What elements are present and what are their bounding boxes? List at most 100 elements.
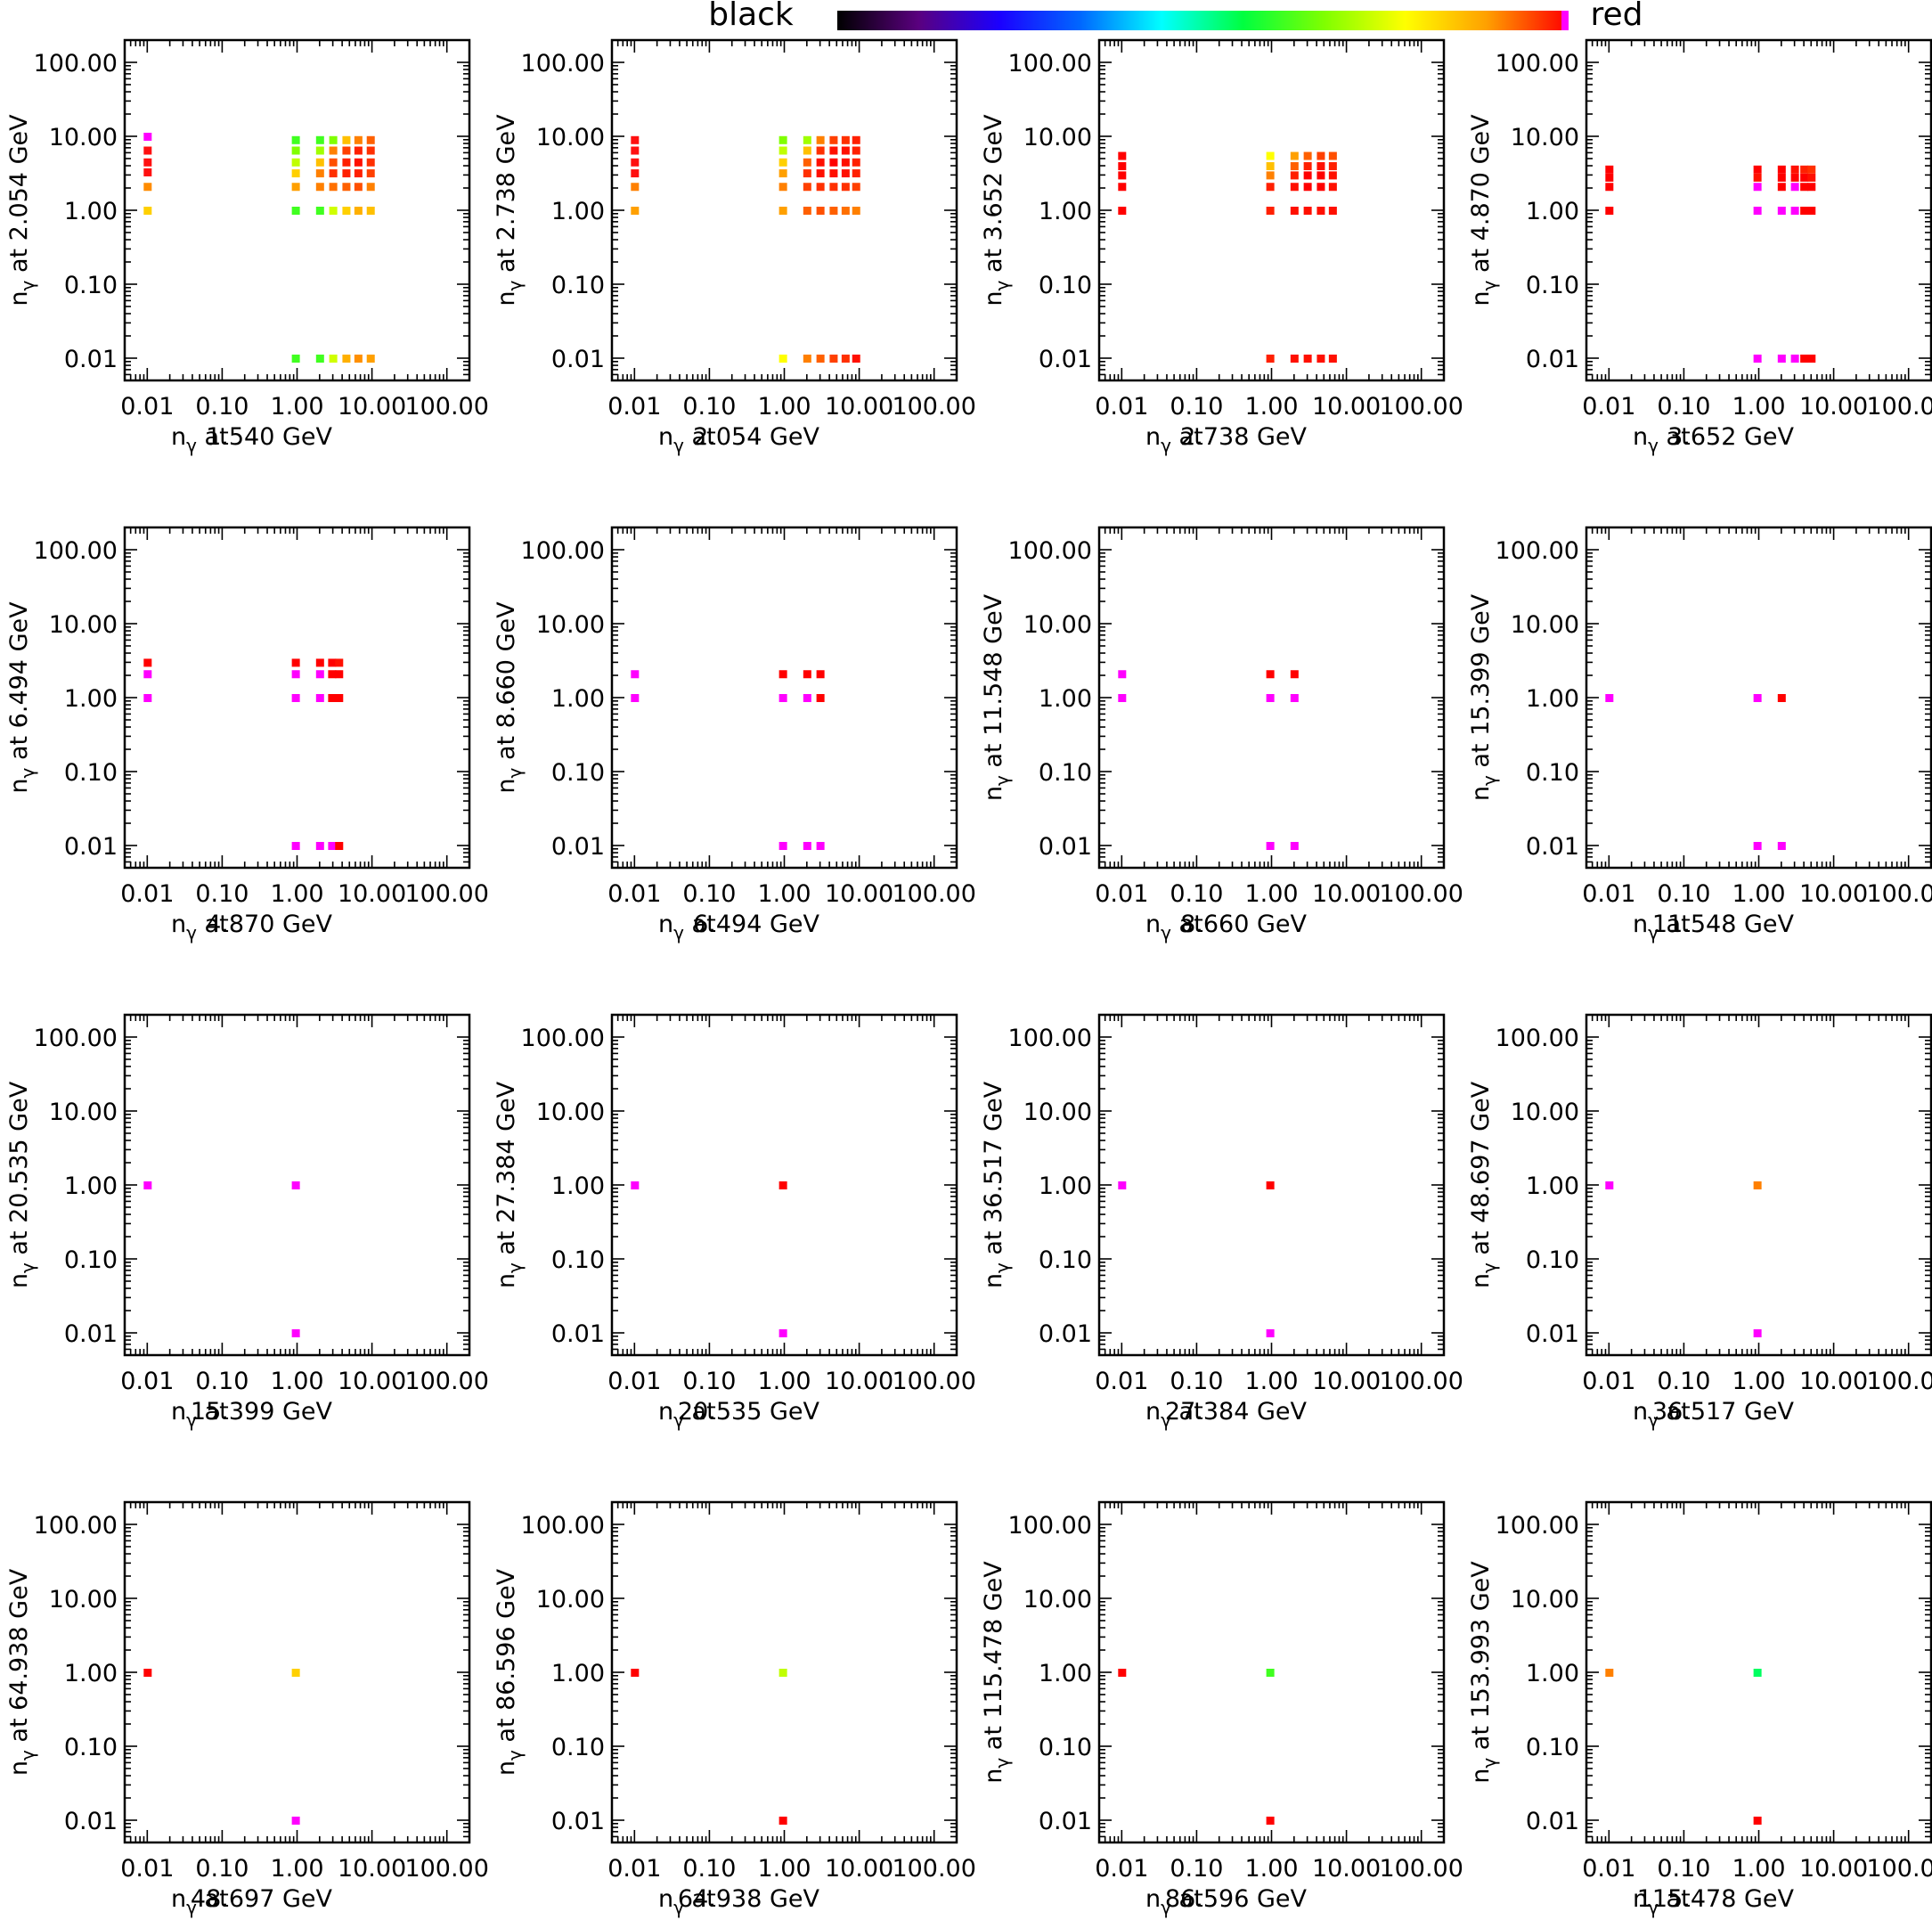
heatmap-cell: [1266, 207, 1275, 215]
heatmap-cell: [779, 169, 787, 178]
y-tick-label: 10.00: [1511, 611, 1579, 639]
y-tick-label: 0.10: [551, 759, 605, 787]
y-tick-label: 100.00: [1496, 1512, 1579, 1540]
x-tick-label: 10.00: [825, 393, 893, 421]
heatmap-cell: [779, 694, 787, 702]
y-tick-label: 10.00: [1023, 124, 1092, 151]
heatmap-cell: [329, 183, 338, 192]
y-tick-label: 1.00: [1039, 1660, 1092, 1687]
y-tick-label: 1.00: [1526, 1172, 1579, 1200]
heatmap-cell: [779, 355, 787, 364]
heatmap-cell: [816, 842, 825, 851]
heatmap-cell: [329, 207, 338, 215]
heatmap-cell: [1800, 355, 1809, 364]
axis-ticks: [1586, 1501, 1932, 1843]
heatmap-cell: [631, 1181, 640, 1189]
heatmap-cell: [1807, 207, 1816, 215]
heatmap-cell: [354, 183, 363, 192]
axis-ticks: [611, 527, 958, 869]
x-tick-label: 0.01: [1582, 880, 1635, 908]
y-tick-label: 0.01: [64, 1320, 118, 1348]
heatmap-cell: [291, 1669, 300, 1677]
y-tick-label: 1.00: [1526, 685, 1579, 713]
x-tick-label: 0.10: [1657, 1368, 1710, 1395]
heatmap-cell: [1328, 162, 1337, 171]
y-tick-label: 0.01: [1526, 1320, 1579, 1348]
y-axis-label: nγ at 36.517 GeV: [980, 1081, 1013, 1288]
heatmap-cell: [1753, 355, 1762, 364]
panel-grid: 0.01 0.01 0.10 0.10 1.00 1.00 10.00 10.00 100.00…: [5, 38, 1932, 1918]
heatmap-cell: [631, 1669, 640, 1677]
panel-11: 0.010.010.100.101.001.0010.0010.00100.00…: [980, 1013, 1463, 1431]
heatmap-cells: [1118, 1669, 1275, 1826]
y-tick-label: 1.00: [551, 1172, 605, 1200]
heatmap-cell: [1605, 1669, 1614, 1677]
heatmap-cell: [143, 1181, 152, 1189]
heatmap-cell: [1118, 670, 1127, 679]
heatmap-cell: [328, 694, 337, 702]
heatmap-cell: [779, 146, 787, 155]
y-tick-label: 0.01: [551, 1808, 605, 1835]
y-axis-label: nγ at 8.660 GeV: [493, 601, 526, 794]
heatmap-cell: [816, 207, 825, 215]
x-tick-label: 0.01: [607, 1368, 661, 1395]
heatmap-cell: [329, 158, 338, 167]
heatmap-cells: [143, 1181, 300, 1338]
y-tick-label: 0.01: [1526, 1808, 1579, 1835]
y-tick-label: 10.00: [1023, 1586, 1092, 1613]
y-tick-label: 0.01: [64, 346, 118, 373]
heatmap-cell: [328, 658, 337, 667]
y-tick-label: 10.00: [49, 611, 118, 639]
x-axis-label: nγ at 86.596 GeV: [1145, 1885, 1308, 1918]
heatmap-cell: [816, 146, 825, 155]
heatmap-cell: [852, 135, 860, 144]
heatmap-cell: [1753, 1181, 1762, 1189]
x-axis-label: nγ at 48.697 GeV: [171, 1885, 333, 1918]
y-tick-label: 1.00: [64, 198, 118, 225]
x-tick-label: 100.00: [404, 393, 488, 421]
colorbar-low-label: black: [708, 0, 794, 33]
heatmap-cell: [315, 658, 324, 667]
x-tick-label: 1.00: [757, 880, 811, 908]
x-tick-label: 0.01: [120, 880, 174, 908]
heatmap-cell: [1290, 355, 1299, 364]
heatmap-cell: [315, 158, 324, 167]
heatmap-cell: [1118, 171, 1127, 180]
heatmap-cell: [329, 169, 338, 178]
heatmap-cells: [631, 1669, 787, 1826]
x-tick-label: 100.00: [1866, 1368, 1932, 1395]
panel-4: 0.010.010.100.101.001.0010.0010.00100.00…: [1467, 38, 1932, 456]
x-axis-label: nγ at 15.399 GeV: [171, 1398, 333, 1431]
heatmap-cell: [291, 158, 300, 167]
x-axis-label: nγ at 2.054 GeV: [658, 423, 820, 456]
heatmap-cell: [1753, 173, 1762, 182]
heatmap-cell: [803, 146, 811, 155]
heatmap-cell: [779, 842, 787, 851]
heatmap-cell: [1753, 842, 1762, 851]
heatmap-cell: [829, 146, 838, 155]
heatmap-cell: [1317, 183, 1325, 192]
heatmap-cell: [803, 670, 811, 679]
heatmap-cell: [291, 694, 300, 702]
axis-ticks: [1586, 527, 1932, 869]
y-tick-label: 1.00: [551, 685, 605, 713]
panel-1: 0.010.010.100.101.001.0010.0010.00100.00…: [5, 38, 489, 456]
heatmap-cell: [1303, 183, 1312, 192]
heatmap-cell: [631, 670, 640, 679]
heatmap-cell: [1777, 173, 1786, 182]
x-tick-label: 0.01: [607, 880, 661, 908]
heatmap-cell: [366, 146, 375, 155]
y-tick-label: 100.00: [1008, 1512, 1092, 1540]
y-tick-label: 100.00: [521, 1512, 605, 1540]
heatmap-cell: [1605, 694, 1614, 702]
heatmap-cell: [1266, 162, 1275, 171]
heatmap-cell: [366, 183, 375, 192]
heatmap-cell: [841, 158, 850, 167]
y-tick-label: 0.10: [551, 1246, 605, 1274]
x-axis-label: nγ at 2.738 GeV: [1145, 423, 1308, 456]
x-tick-label: 100.00: [892, 1368, 975, 1395]
heatmap-cell: [143, 158, 152, 167]
heatmap-cell: [829, 183, 838, 192]
heatmap-cell: [1777, 842, 1786, 851]
heatmap-cell: [291, 183, 300, 192]
